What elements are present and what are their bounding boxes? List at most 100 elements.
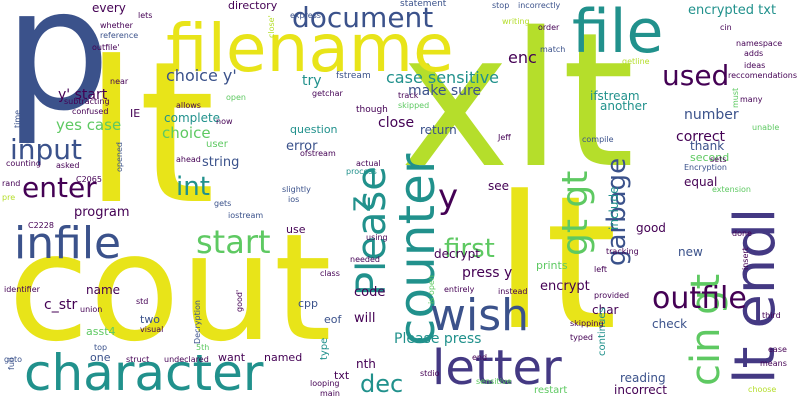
cloud-word: many [740, 95, 763, 104]
cloud-word: end [472, 353, 488, 362]
cloud-word: nth [356, 357, 376, 371]
cloud-word: enc [508, 48, 537, 67]
cloud-word: check [652, 317, 688, 331]
cloud-word: y [438, 177, 459, 217]
cloud-word: z [343, 196, 378, 212]
cloud-word: thank [690, 139, 725, 153]
cloud-word: n [86, 77, 92, 86]
cloud-word: two [140, 313, 161, 326]
cloud-word: case sensitive [386, 68, 499, 87]
cloud-word: file [572, 0, 664, 67]
cloud-word: filename [166, 10, 454, 87]
cloud-word: compile [582, 135, 614, 144]
cloud-word: start [196, 223, 271, 261]
cloud-word: program [74, 205, 130, 220]
cloud-word: using [366, 233, 388, 242]
cloud-word: slightly [282, 185, 311, 194]
cloud-word: typed [570, 333, 593, 342]
cloud-word: letter [432, 340, 562, 396]
cloud-word: incorrect [614, 383, 667, 397]
cloud-word: IE [130, 107, 141, 120]
cloud-word: restart [534, 385, 568, 396]
cloud-word: press y [462, 265, 513, 281]
cloud-word: try [302, 73, 322, 89]
cloud-word: see [488, 179, 510, 193]
cloud-word: incorrectly [518, 1, 561, 10]
cloud-word: p [4, 0, 111, 148]
cloud-word: skipping [570, 319, 604, 328]
cloud-word: class [320, 269, 340, 278]
cloud-word: named [264, 351, 303, 364]
cloud-word: close' [267, 15, 276, 38]
cloud-word: though [356, 105, 388, 115]
cloud-word: decrypt [434, 247, 480, 261]
cloud-word: allows [176, 101, 201, 110]
cloud-word: fstream [336, 71, 371, 81]
cloud-word: gets [214, 199, 232, 208]
cloud-word: provided [594, 291, 630, 300]
cloud-word: pre [2, 193, 16, 202]
cloud-word: error [286, 139, 318, 154]
cloud-word: every [92, 1, 126, 15]
cloud-word: statement [400, 0, 447, 9]
cloud-word: Decryption [193, 300, 202, 344]
cloud-word: entirely [444, 285, 475, 294]
cloud-word: gt gt [555, 170, 596, 256]
cloud-word: looping [310, 379, 340, 388]
cloud-word: eof [324, 313, 342, 326]
cloud-word: reccomendations [728, 71, 797, 80]
cloud-word: lt [494, 157, 618, 371]
cloud-word: dec [360, 370, 404, 398]
cloud-word: rand [2, 179, 21, 188]
cloud-word: ahead [176, 155, 201, 164]
cloud-word: one [90, 351, 111, 364]
cloud-word: lt [84, 20, 216, 248]
cloud-word: track [398, 91, 419, 100]
cloud-word: order [538, 23, 560, 32]
cloud-word: reading [620, 371, 666, 385]
cloud-word: reference [100, 31, 139, 40]
cloud-word: done [732, 229, 752, 238]
cloud-word: must [731, 87, 740, 108]
cloud-word: full [7, 357, 16, 370]
cloud-word: ofstream [300, 149, 336, 158]
cloud-word: asst4 [86, 325, 116, 338]
cloud-word: Please [349, 166, 395, 296]
cloud-word: choose [748, 385, 777, 394]
cloud-word: C2065 [76, 175, 102, 184]
cloud-word: identifier [4, 285, 40, 294]
cloud-word: want [218, 351, 246, 364]
cloud-word: getline [622, 57, 650, 66]
cloud-word: return [420, 123, 457, 137]
cloud-word: third [762, 311, 781, 320]
cloud-word: correct [676, 129, 726, 145]
cloud-word: time [13, 109, 22, 128]
cloud-word: open [226, 93, 246, 102]
cloud-word: directory [228, 0, 278, 12]
cloud-word: wish [430, 290, 530, 341]
cloud-word: now [216, 117, 233, 126]
cloud-word: input [10, 133, 83, 166]
cloud-word: c_str [44, 297, 78, 313]
cloud-word: use [286, 223, 306, 236]
cloud-word: stop [492, 1, 510, 10]
cloud-word: equal [684, 175, 718, 189]
cloud-word: skipped [398, 101, 430, 110]
cloud-word: instead [498, 287, 528, 296]
cloud-word: outfile' [92, 43, 120, 52]
cloud-word: near [110, 77, 129, 86]
cloud-word: asked [56, 161, 80, 170]
cloud-word: ease [768, 345, 787, 354]
cloud-word: question [290, 123, 338, 136]
cloud-word: left [594, 265, 607, 274]
cloud-word: encrypt [540, 279, 590, 294]
cloud-word: infile [14, 218, 122, 269]
cloud-word: close [378, 115, 415, 131]
cloud-word: type [319, 337, 330, 360]
cloud-word: means [760, 359, 787, 368]
cloud-word: undeclared [164, 355, 209, 364]
cloud-word: complete [164, 111, 221, 125]
cloud-word: int [176, 172, 210, 202]
cloud-word: sensitive [476, 377, 512, 386]
